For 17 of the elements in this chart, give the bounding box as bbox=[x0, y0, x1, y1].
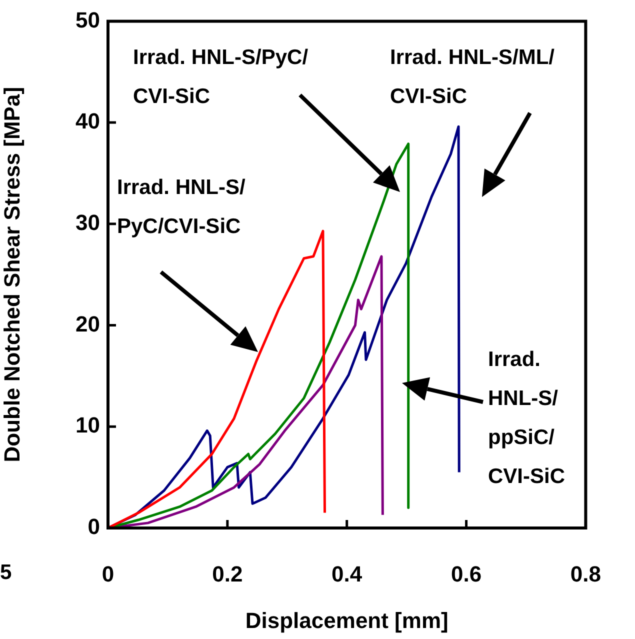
y-tick-label: 0 bbox=[88, 514, 100, 540]
y-tick-label: 10 bbox=[76, 412, 100, 438]
y-tick-label: 20 bbox=[76, 311, 100, 336]
x-tick-label: 0.4 bbox=[332, 561, 363, 586]
y-tick-label: 30 bbox=[76, 210, 100, 235]
annotation: Irrad. HNL-S/ ppSiC/ CVI-SiC bbox=[488, 347, 566, 490]
x-axis-title: Displacement [mm] bbox=[245, 608, 448, 633]
annotation: Irrad. HNL-S/ML/ CVI-SiC bbox=[390, 45, 555, 110]
annotation: Irrad. HNL-S/PyC/ CVI-SiC bbox=[133, 45, 308, 110]
annotation: Irrad. HNL-S/ PyC/CVI-SiC bbox=[117, 175, 246, 240]
x-tick-label: 0.6 bbox=[450, 561, 482, 586]
y-tick-label: 40 bbox=[76, 108, 100, 134]
text: 5 bbox=[0, 560, 12, 586]
x-tick-label: 0.8 bbox=[570, 561, 602, 586]
y-axis-title: Double Notched Shear Stress [MPa] bbox=[0, 86, 24, 462]
x-tick-label: 0.2 bbox=[212, 561, 243, 586]
y-tick-label: 50 bbox=[76, 7, 100, 32]
